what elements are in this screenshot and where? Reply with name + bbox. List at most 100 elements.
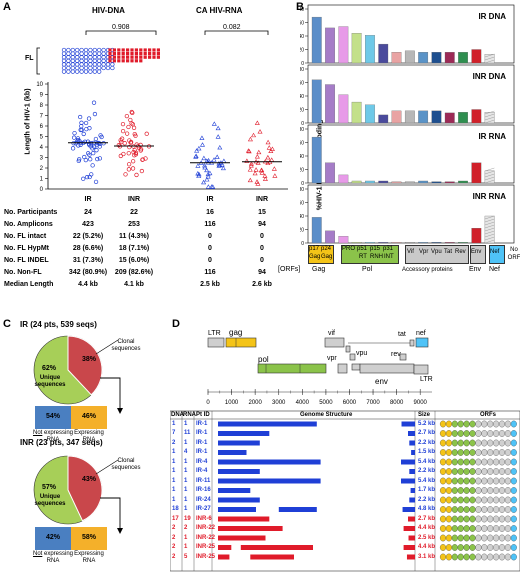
orf-p24-sub: Gag [321,254,333,260]
hiv-dna-title: HIV-DNA [92,6,125,15]
a-fl-point [79,55,84,60]
panel-c-pies [33,335,123,534]
d-orf-pill [510,439,517,447]
ir-expressing-box [71,406,107,429]
b-row-label: INR RNA [473,192,507,201]
ir-not-label-rest: expressing RNA [44,430,74,443]
a-point [90,163,95,168]
a-fl-point [70,69,75,74]
ir-exp-label: Expressing RNA [74,430,104,443]
gene-nef: nef [416,330,426,337]
a-fl-point [152,48,156,52]
d-pt-cell: IR-1 [196,449,208,455]
a-fl-point [117,59,121,63]
b-bar [325,162,335,184]
orf-p15: p15 [370,246,381,252]
a-fl-point [105,62,111,67]
inr-not-pct: 42% [45,534,60,541]
d-orf-pill [510,449,517,456]
d-rna-cell: 1 [184,487,188,493]
b-ytick-label: 80 [300,127,304,133]
a-table-cell: 28 (6.6%) [72,245,104,252]
a-fl-point [156,52,160,56]
orf-rt: RT [359,254,367,260]
a-fl-point [75,55,80,60]
d-pt-cell: INR-25 [196,544,216,550]
b-ytick-label: 20 [300,48,304,54]
a-point [204,177,210,182]
a-fl-point [79,51,84,56]
d-size-bar [408,535,415,541]
a-fl-point [83,65,89,71]
d-pt-cell: INR-22 [196,525,216,531]
b-bar [378,242,389,244]
d-genome-bar [218,431,270,436]
a-fl-point [88,69,93,74]
a-point [199,142,206,147]
b-bar [404,181,415,184]
d-size-bar [409,497,415,503]
panel-a-letter: A [3,1,11,13]
d-dna-cell: 2 [172,544,176,550]
a-point [144,131,149,136]
b-bar-hatch [484,221,495,226]
b-ytick-label: 0 [301,61,304,67]
group-accessory: Accessory proteins [402,267,453,273]
a-fl-point [97,69,102,74]
a-point [83,120,89,126]
b-bar [404,50,415,64]
a-point [268,148,274,153]
a-fl-point [110,65,115,71]
gene-gag: gag [229,328,243,337]
a-table-cell: 16 [206,209,214,216]
genome-table-text: 1 1 IR-1 5.2 kb 7 11 IR-1 2.7 kb 2 1 IR-1 2.2 kb 1 4 I… [170,420,520,570]
d-dna-cell: 2 [172,439,176,446]
a-fl-point [130,52,134,56]
b-bar [458,52,468,64]
a-fl-point [61,47,67,53]
a-point [92,144,97,149]
panel-d-letter: D [172,318,180,330]
a-point [271,166,277,171]
a-point [195,163,201,168]
panel-b-letter: B [296,1,304,13]
d-dna-cell: 1 [172,468,176,474]
d-size-bar [401,421,415,427]
d-genome-bar [218,469,260,474]
d-pt-cell: IR-27 [196,506,211,512]
a-table-cell: 94 [258,221,266,228]
b-bar [471,49,482,64]
orf-p17-sub: Gag [309,254,321,260]
b-bar [404,110,415,124]
d-genome-bar [218,478,321,484]
a-point [217,145,223,150]
a-point [248,161,254,166]
a-fl-point [70,58,75,63]
a-point [257,129,263,134]
a-point [126,162,132,167]
a-fl-point [148,52,152,56]
gene-ltr5: LTR [208,330,221,337]
a-table-cell: 423 [82,221,94,228]
b-bar [418,110,429,124]
d-dna-cell: 1 [172,458,176,465]
orf-rnh: RNH [370,254,383,260]
a-fl-point [110,62,115,67]
a-fl-point [139,59,143,63]
a-point [269,157,275,162]
d-axis-label: 1000 [225,400,239,406]
orf-p24: p24 [321,246,332,252]
a-fl-point [112,55,116,59]
fl-label: FL [25,55,34,62]
d-size-cell: 1.7 kb [418,487,436,493]
d-rna-cell: 5 [184,553,188,560]
a-point [220,165,226,171]
d-rna-cell: 4 [184,449,188,455]
d-axis-label: 3000 [272,400,286,406]
a-table-label: No. Amplicons [4,221,53,228]
d-axis-label: 2000 [248,400,262,406]
inr-exp-pct: 58% [81,534,96,541]
b-ytick-label: 60 [300,21,304,27]
orf-p31: p31 [383,246,394,252]
a-fl-point [152,55,156,59]
